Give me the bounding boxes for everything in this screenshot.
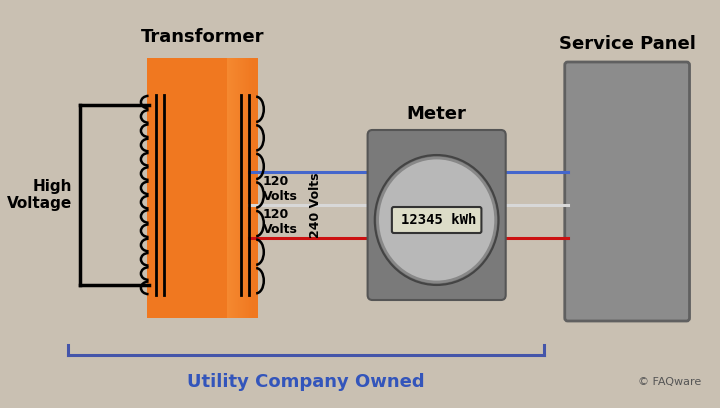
Text: Service Panel: Service Panel <box>559 35 696 53</box>
Text: Meter: Meter <box>407 105 467 123</box>
Bar <box>235 58 236 318</box>
Bar <box>248 58 250 318</box>
Circle shape <box>377 158 495 282</box>
Bar <box>230 58 231 318</box>
Circle shape <box>374 155 498 285</box>
Bar <box>239 58 240 318</box>
Bar <box>240 58 241 318</box>
Bar <box>244 58 245 318</box>
Text: 12345 kWh: 12345 kWh <box>400 213 476 227</box>
Bar <box>252 58 253 318</box>
Bar <box>242 58 243 318</box>
Text: 120
Volts: 120 Volts <box>263 175 297 203</box>
Text: Utility Company Owned: Utility Company Owned <box>187 373 425 391</box>
Bar <box>246 58 247 318</box>
Text: Transformer: Transformer <box>140 28 264 46</box>
Bar <box>251 58 252 318</box>
Bar <box>243 58 244 318</box>
Bar <box>234 58 235 318</box>
FancyBboxPatch shape <box>368 130 505 300</box>
Bar <box>237 58 238 318</box>
Text: High
Voltage: High Voltage <box>7 179 72 211</box>
Bar <box>250 58 251 318</box>
FancyBboxPatch shape <box>392 207 482 233</box>
Bar <box>231 58 233 318</box>
Bar <box>227 58 228 318</box>
Bar <box>238 58 239 318</box>
Bar <box>245 58 246 318</box>
Bar <box>228 58 230 318</box>
Bar <box>247 58 248 318</box>
Bar <box>147 58 258 318</box>
Bar <box>241 58 242 318</box>
Text: © FAQware: © FAQware <box>638 377 701 387</box>
Bar <box>233 58 234 318</box>
FancyBboxPatch shape <box>564 62 690 321</box>
Text: 240 Volts: 240 Volts <box>309 172 322 238</box>
Text: 120
Volts: 120 Volts <box>263 208 297 236</box>
Bar <box>236 58 237 318</box>
